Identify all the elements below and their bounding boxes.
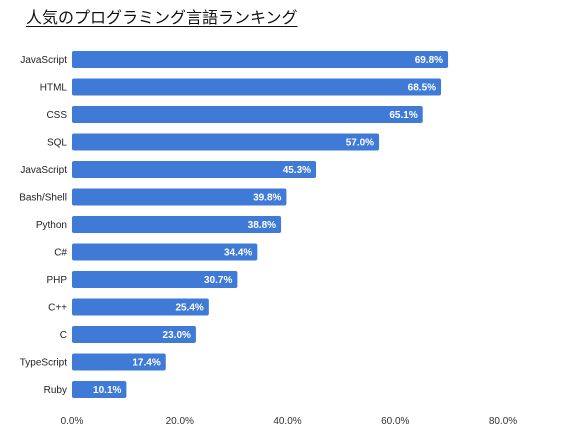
category-label-3: SQL [47, 138, 67, 149]
category-label-1: HTML [40, 83, 68, 94]
category-label-6: Python [36, 220, 67, 231]
x-axis-tick-labels: 0.0% 20.0% 40.0% 60.0% 80.0% [61, 416, 518, 427]
x-tick-label-1: 20.0% [166, 416, 194, 427]
x-tick-label-3: 60.0% [381, 416, 409, 427]
bar-12 [72, 381, 127, 398]
bar-11 [72, 353, 166, 371]
bar-0 [72, 51, 449, 68]
chart-title: 人気のプログラミング言語ランキング [26, 8, 298, 27]
category-label-9: C++ [48, 303, 67, 314]
value-label-1: 68.5% [408, 83, 436, 94]
bar-1 [72, 78, 442, 96]
category-label-7: C# [54, 248, 67, 259]
x-tick-label-2: 40.0% [273, 416, 301, 427]
bar-2 [72, 106, 423, 123]
value-label-8: 30.7% [204, 275, 232, 286]
category-label-0: JavaScript [20, 55, 67, 66]
bars-group [72, 51, 449, 398]
value-label-4: 45.3% [283, 165, 311, 176]
value-label-5: 39.8% [253, 193, 281, 204]
category-label-12: Ruby [44, 385, 67, 396]
value-label-9: 25.4% [175, 303, 203, 314]
x-tick-label-0: 0.0% [61, 416, 84, 427]
category-label-8: PHP [46, 275, 67, 286]
bar-7 [72, 243, 258, 261]
category-label-5: Bash/Shell [19, 193, 67, 204]
bar-5 [72, 188, 287, 206]
x-tick-label-4: 80.0% [489, 416, 517, 427]
value-label-0: 69.8% [415, 55, 443, 66]
value-label-12: 10.1% [93, 385, 121, 396]
category-label-2: CSS [46, 110, 67, 121]
bar-4 [72, 161, 317, 178]
value-label-7: 34.4% [224, 248, 252, 259]
category-labels: JavaScript HTML CSS SQL JavaScript Bash/Shell… [19, 55, 67, 396]
value-label-6: 38.8% [248, 220, 276, 231]
category-label-4: JavaScript [20, 165, 67, 176]
value-labels: 69.8% 68.5% 65.1% 57.0% 45.3% 39.8% 38.8% 34.4%… [93, 55, 443, 396]
bar-9 [72, 298, 209, 316]
bar-6 [72, 216, 282, 233]
category-label-10: C [60, 330, 67, 341]
value-label-11: 17.4% [132, 358, 160, 369]
bar-10 [72, 326, 196, 343]
value-label-10: 23.0% [163, 330, 191, 341]
category-label-11: TypeScript [20, 358, 67, 369]
bar-8 [72, 271, 238, 288]
value-label-3: 57.0% [346, 138, 374, 149]
value-label-2: 65.1% [389, 110, 417, 121]
bar-3 [72, 133, 380, 151]
